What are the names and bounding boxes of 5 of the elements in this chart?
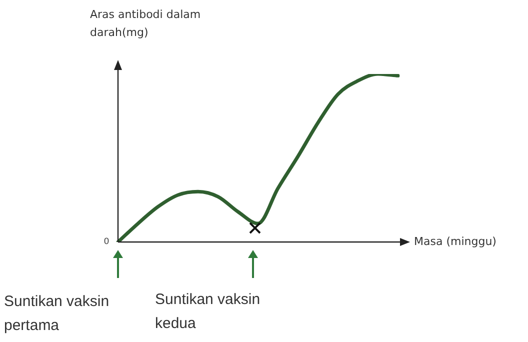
y-axis-title: Aras antibodi dalam darah(mg) [90,7,202,41]
text: Suntikan vaksin pertama [4,292,110,336]
text: Suntikan vaksin kedua [155,290,262,334]
text: 0 [104,236,110,246]
x-axis-title: Masa (minggu) [414,235,496,248]
